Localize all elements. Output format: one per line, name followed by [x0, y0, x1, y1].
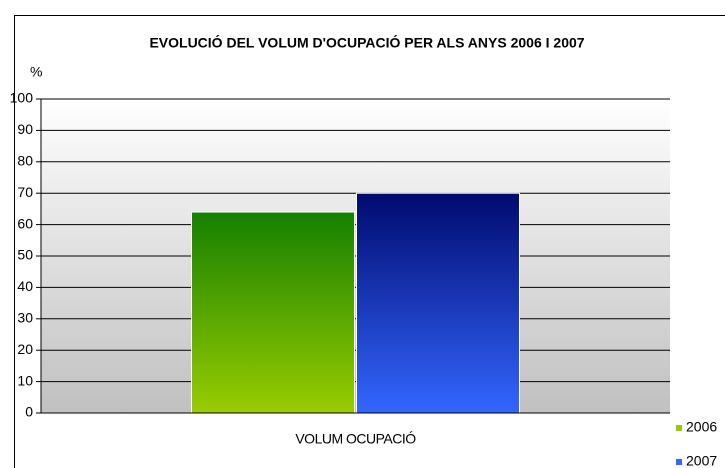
y-tick-label: 10	[17, 372, 33, 388]
y-tick-label: 20	[17, 341, 33, 357]
y-axis-label: %	[30, 64, 42, 80]
x-tick-label: VOLUM OCUPACIÓ	[295, 431, 416, 447]
y-tick-label: 70	[17, 184, 33, 200]
y-tick-label: 50	[17, 247, 33, 263]
bar	[356, 192, 520, 414]
y-tick-label: 30	[17, 310, 33, 326]
chart-title: EVOLUCIÓ DEL VOLUM D'OCUPACIÓ PER ALS AN…	[149, 34, 584, 51]
legend-swatch	[676, 459, 682, 465]
y-tick-label: 0	[25, 404, 33, 420]
y-tick-label: 90	[17, 121, 33, 137]
y-tick-label: 80	[17, 153, 33, 169]
y-tick-label: 40	[17, 278, 33, 294]
legend-label: 2006	[686, 419, 717, 435]
legend-label: 2007	[686, 453, 717, 468]
y-tick-label: 60	[17, 215, 33, 231]
bar	[191, 211, 355, 414]
y-tick-label: 100	[10, 90, 34, 106]
legend-swatch	[676, 425, 682, 431]
